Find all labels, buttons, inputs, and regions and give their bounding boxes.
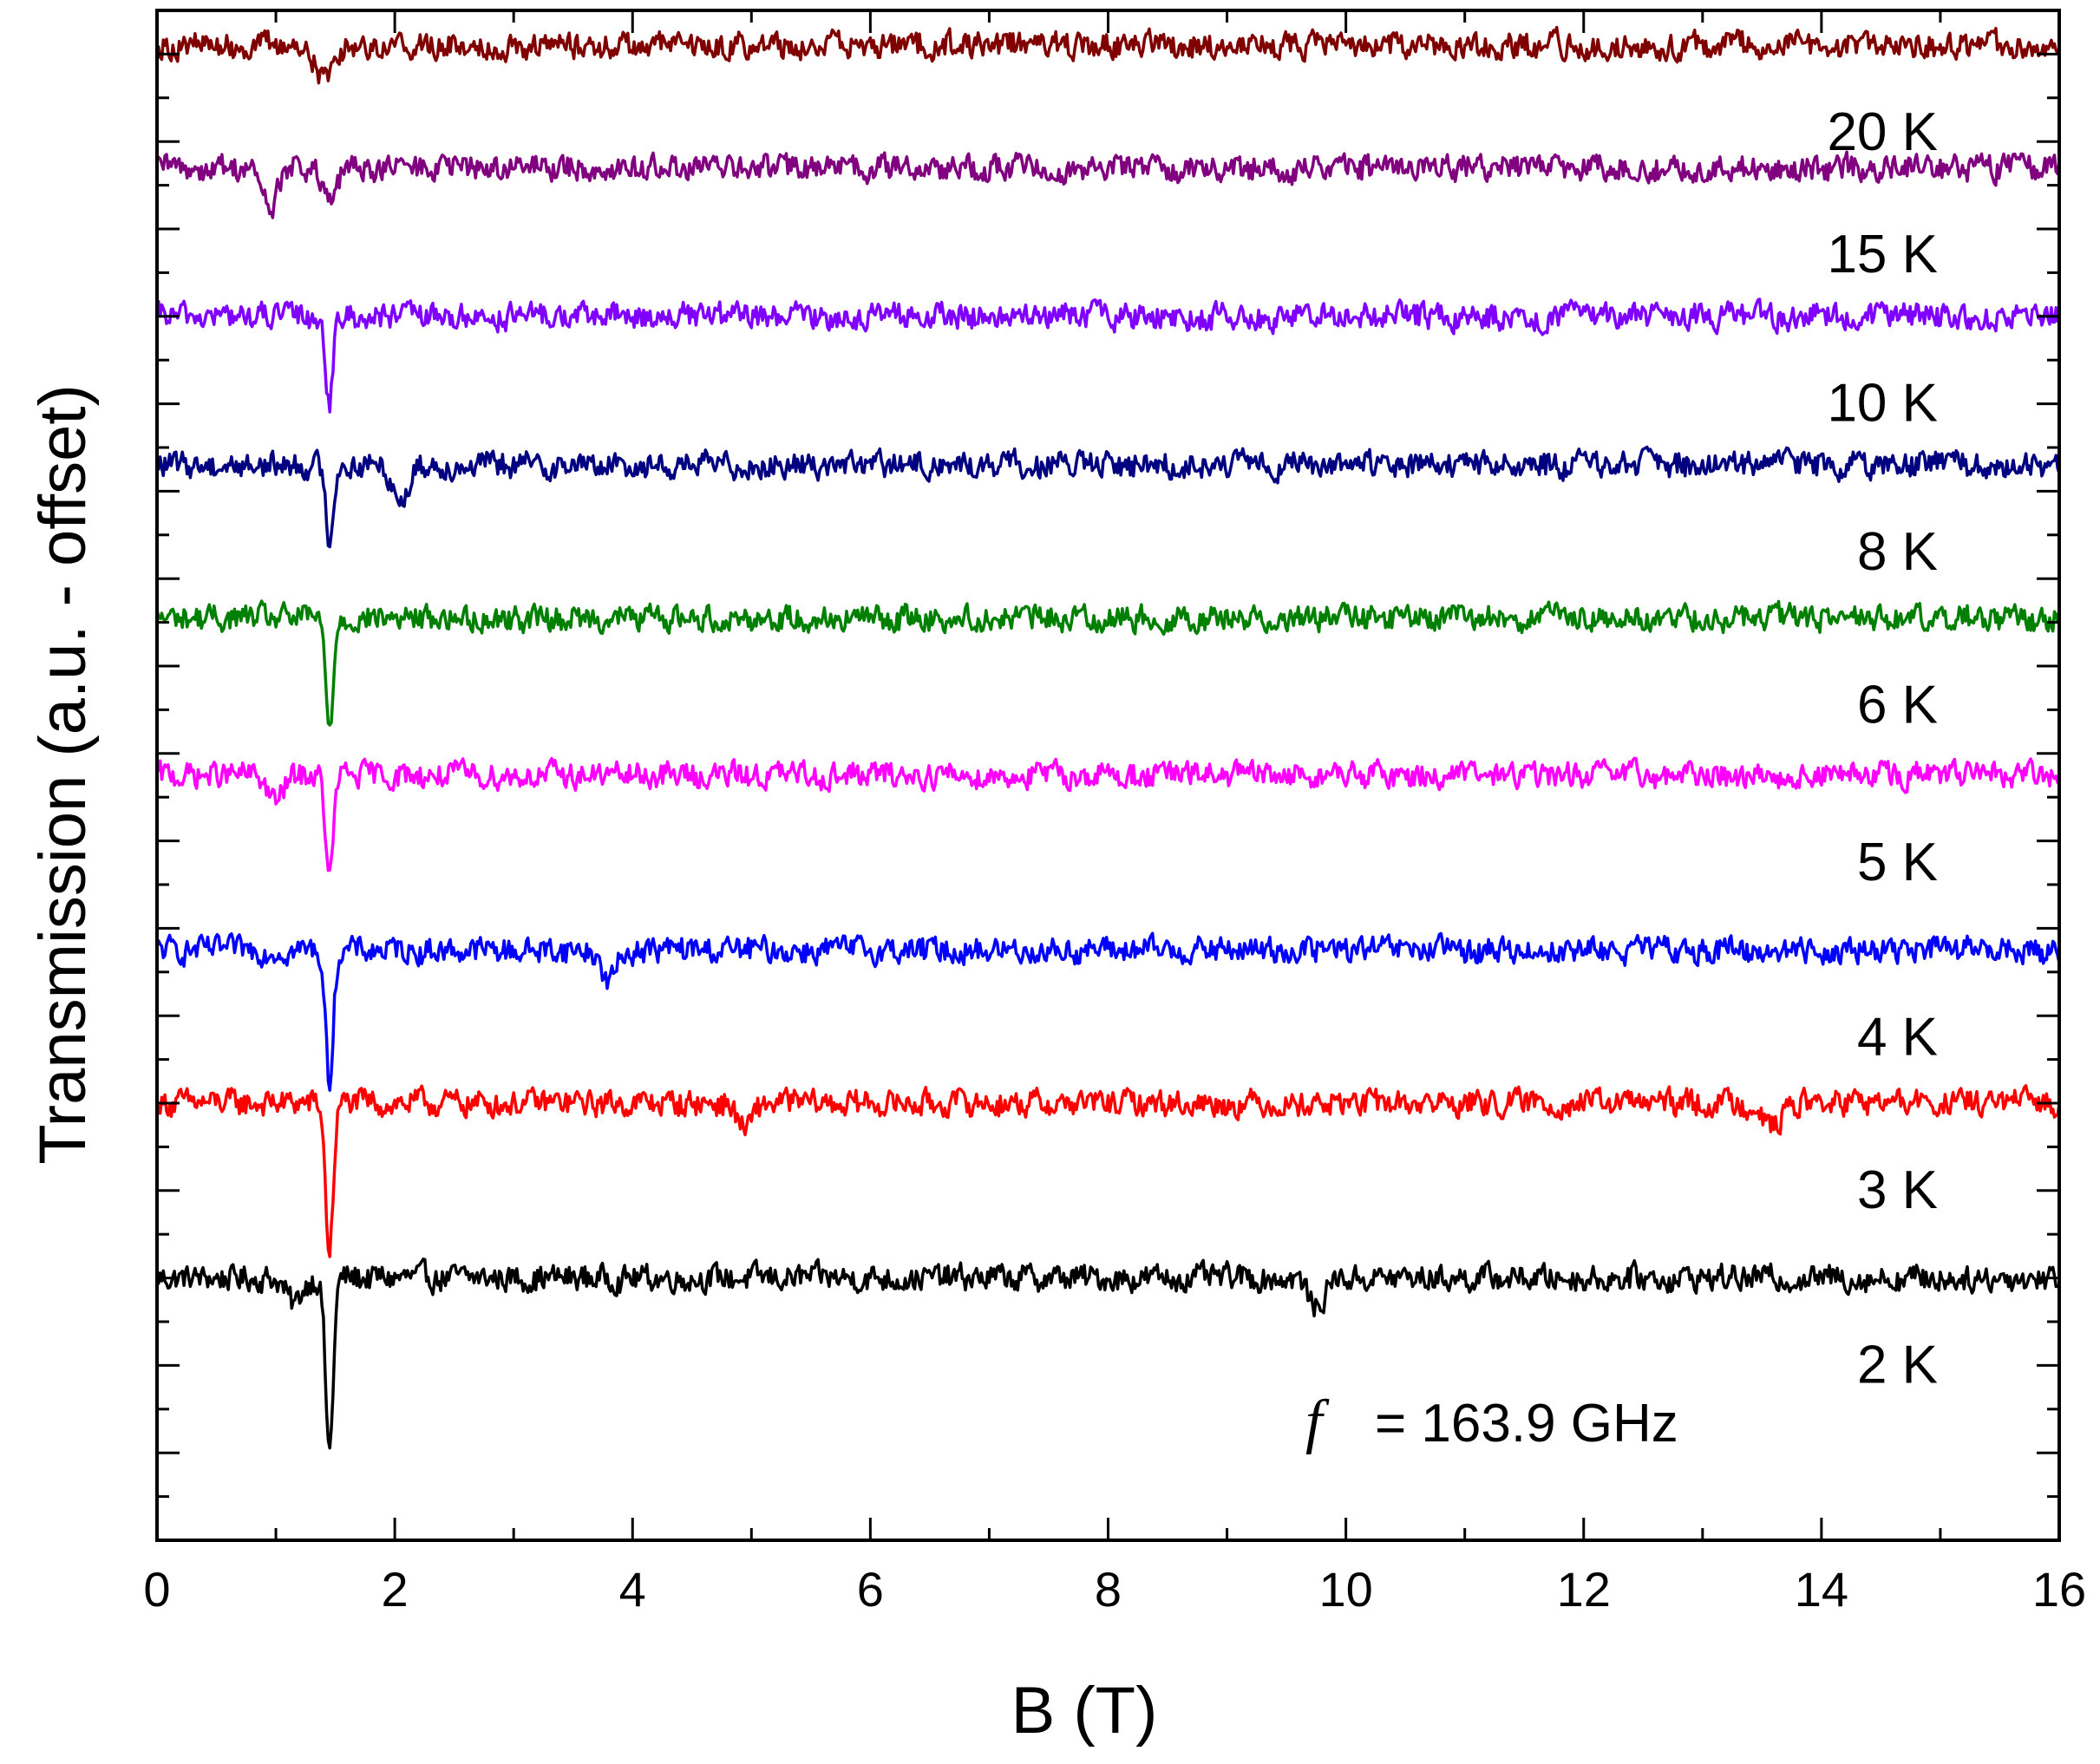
y-axis-title: Transmission (a.u. - offset) [26,384,100,1165]
x-tick-label: 12 [1557,1562,1611,1617]
series-label: 6 K [1857,675,1938,735]
x-tick-label: 0 [143,1562,170,1617]
annotation-text: = 163.9 GHz [1375,1394,1678,1454]
series-label: 10 K [1827,374,1938,434]
series-label: 3 K [1857,1160,1938,1220]
x-axis-title: B (T) [1011,1674,1158,1748]
series-line [155,1258,2060,1450]
x-tick-label: 14 [1795,1562,1848,1617]
frequency-annotation: f = 163.9 GHz [1305,1388,1678,1455]
series-label: 4 K [1857,1007,1938,1067]
series-label: 8 K [1857,522,1938,582]
x-tick-label: 10 [1318,1562,1372,1617]
series-label: 20 K [1827,102,1938,162]
series-line [156,150,2061,219]
x-tick-label: 4 [619,1562,646,1617]
series-label: 5 K [1857,833,1938,892]
series-label: 2 K [1857,1335,1938,1395]
series-line [155,25,2061,85]
series-layer [155,25,2061,1450]
series-label: 15 K [1827,225,1938,284]
x-tick-label: 6 [857,1562,884,1617]
series-line [155,1084,2061,1258]
annotation-symbol: f [1305,1388,1330,1455]
series-line [155,445,2061,549]
x-tick-label: 16 [2032,1562,2086,1617]
axes: 0 2 4 6 8 10 12 14 16 [143,9,2086,1617]
x-tick-label: 8 [1095,1562,1122,1617]
series-line [155,931,2061,1092]
series-line [155,756,2061,872]
series-line [155,297,2061,414]
x-tick-label: 2 [382,1562,409,1617]
series-labels: 2 K 3 K 4 K 5 K 6 K 8 K 10 K 15 K 20 K [1827,102,1938,1395]
series-line [155,599,2061,727]
